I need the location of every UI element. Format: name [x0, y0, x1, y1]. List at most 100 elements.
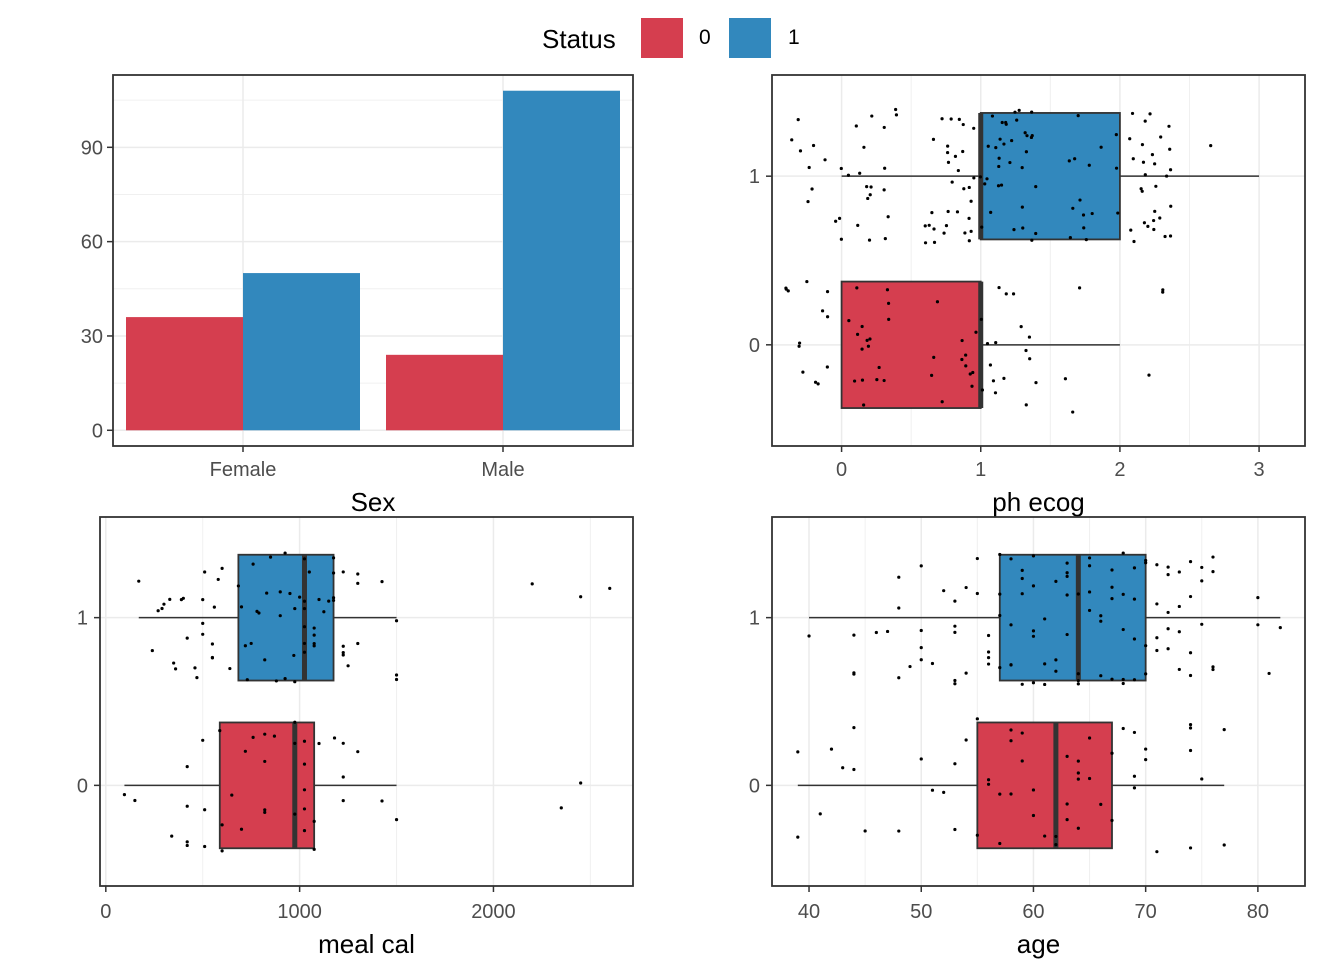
jitter-point: [942, 790, 946, 794]
jitter-point: [230, 793, 234, 797]
jitter-point: [1065, 571, 1069, 575]
jitter-point: [1054, 579, 1058, 583]
panel-border: [771, 74, 1306, 447]
jitter-point: [1068, 236, 1072, 240]
jitter-point: [1155, 602, 1159, 606]
jitter-point: [1043, 682, 1047, 687]
jitter-point: [293, 741, 297, 745]
jitter-point: [1087, 564, 1092, 568]
jitter-point: [293, 680, 297, 684]
jitter-point: [942, 231, 946, 235]
jitter-point: [980, 225, 984, 229]
jitter-point: [302, 650, 307, 654]
jitter-point: [181, 596, 185, 600]
jitter-point: [170, 834, 174, 838]
jitter-point: [312, 819, 316, 823]
jitter-point: [216, 577, 220, 582]
jitter-point: [932, 355, 936, 359]
jitter-point: [1166, 573, 1170, 577]
jitter-point: [797, 341, 802, 345]
jitter-point: [1084, 238, 1088, 242]
x-tick-label: 80: [1247, 901, 1269, 923]
jitter-point: [953, 630, 957, 634]
jitter-point: [998, 592, 1002, 596]
jitter-point: [1121, 677, 1125, 682]
jitter-point: [882, 125, 886, 130]
jitter-point: [1081, 213, 1086, 217]
jitter-point: [1034, 231, 1038, 236]
jitter-point: [946, 144, 950, 148]
jitter-point: [1013, 110, 1017, 114]
jitter-point: [998, 666, 1002, 670]
jitter-point: [967, 239, 971, 243]
jitter-point: [292, 653, 296, 658]
jitter-point: [1054, 658, 1058, 662]
jitter-point: [820, 309, 825, 313]
jitter-point: [813, 380, 818, 384]
jitter-point: [946, 160, 951, 164]
jitter-point: [1155, 636, 1159, 640]
jitter-point: [1073, 157, 1077, 161]
jitter-point: [1076, 679, 1080, 683]
jitter-point: [1132, 239, 1136, 244]
jitter-point: [942, 589, 946, 593]
jitter-point: [1128, 137, 1132, 141]
jitter-point: [858, 171, 862, 175]
jitter-point: [220, 823, 224, 827]
jitter-point: [293, 606, 297, 611]
jitter-point: [874, 630, 878, 635]
outlier-point: [530, 582, 534, 586]
jitter-point: [1020, 205, 1024, 209]
jitter-point: [1087, 776, 1092, 781]
jitter-point: [1188, 748, 1193, 753]
jitter-point: [930, 661, 935, 666]
jitter-point: [986, 662, 991, 666]
jitter-point: [931, 137, 936, 141]
jitter-point: [930, 210, 934, 215]
jitter-point: [210, 642, 215, 646]
jitter-point: [1024, 150, 1028, 154]
jitter-point: [341, 650, 345, 655]
jitter-point: [1021, 226, 1025, 230]
y-tick-label: 0: [77, 775, 88, 797]
jitter-point: [185, 840, 189, 844]
jitter-point: [964, 364, 968, 368]
jitter-point: [863, 829, 867, 833]
jitter-point: [1009, 623, 1013, 627]
jitter-point: [1144, 747, 1148, 751]
jitter-point: [986, 656, 991, 660]
jitter-point: [852, 672, 856, 676]
legend-label-0: 0: [699, 26, 711, 49]
jitter-point: [1020, 759, 1024, 763]
jitter-point: [1188, 651, 1193, 655]
jitter-point: [923, 224, 927, 228]
box-status-0: [218, 721, 316, 850]
jitter-point: [156, 609, 160, 613]
outlier-point: [559, 806, 563, 810]
x-axis-title: ph ecog: [992, 487, 1085, 517]
legend-title: Status: [542, 24, 616, 54]
jitter-point: [263, 810, 267, 814]
jitter-point: [1034, 380, 1038, 385]
jitter-point: [991, 379, 996, 383]
jitter-point: [1065, 561, 1069, 565]
jitter-point: [263, 759, 267, 764]
jitter-point: [967, 185, 971, 190]
outlier-point: [579, 781, 583, 785]
jitter-point: [1015, 118, 1019, 122]
jitter-point: [985, 177, 989, 181]
jitter-point: [1129, 228, 1133, 232]
jitter-point: [962, 187, 966, 191]
x-tick-label: 1000: [277, 901, 322, 923]
jitter-point: [1188, 594, 1193, 599]
jitter-point: [868, 193, 872, 197]
jitter-point: [312, 847, 316, 851]
jitter-point: [908, 664, 912, 669]
jitter-point: [825, 315, 830, 319]
legend-key-1: [729, 18, 771, 58]
jitter-point: [810, 187, 814, 191]
jitter-point: [193, 666, 197, 670]
jitter-point: [380, 580, 384, 584]
jitter-point: [975, 591, 979, 596]
